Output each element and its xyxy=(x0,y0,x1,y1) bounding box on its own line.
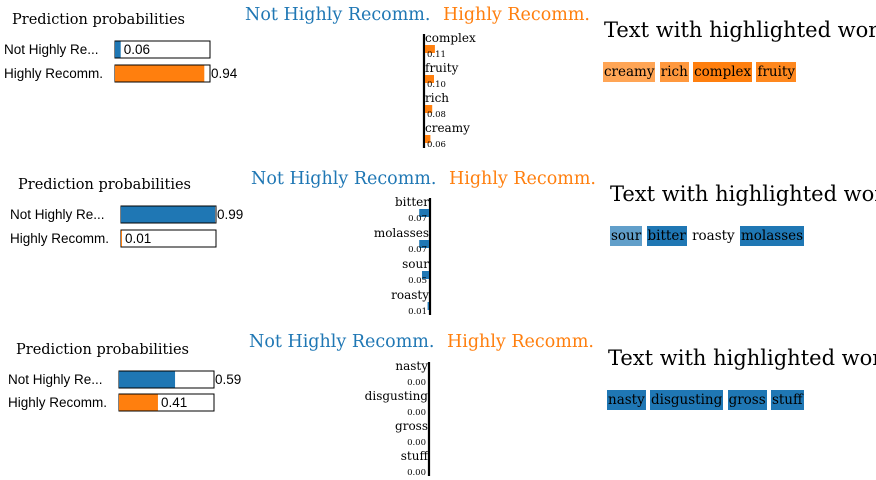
feature-value: 0.00 xyxy=(407,468,426,478)
explanation-panel-1: Prediction probabilities Not Highly Re..… xyxy=(0,0,876,160)
class-title-highly: Highly Recomm. xyxy=(447,332,594,352)
feature-value: 0.07 xyxy=(408,245,427,255)
class-title-highly: Highly Recomm. xyxy=(443,5,590,25)
feature-weights-chart: nasty0.00disgusting0.00gross0.00stuff0.0… xyxy=(365,359,431,478)
feature-name: gross xyxy=(395,419,428,433)
feature-bar xyxy=(419,240,429,248)
feature-name: roasty xyxy=(391,288,429,302)
highlighted-word: rich xyxy=(659,62,689,82)
prediction-probabilities-chart: Not Highly Re... 0.06 Highly Recomm. 0.94 xyxy=(4,40,238,83)
feature-value: 0.00 xyxy=(407,408,426,418)
feature-name: complex xyxy=(425,31,476,45)
highlighted-word: creamy xyxy=(603,62,656,82)
probability-value: 0.01 xyxy=(125,231,151,246)
probability-label: Not Highly Re... xyxy=(4,42,99,57)
feature-name: molasses xyxy=(374,226,429,240)
probability-label: Highly Recomm. xyxy=(10,231,109,246)
feature-name: fruity xyxy=(425,61,459,75)
feature-name: bitter xyxy=(395,195,429,209)
feature-bar xyxy=(427,302,429,310)
feature-name: sour xyxy=(402,257,429,271)
feature-name: nasty xyxy=(395,359,428,373)
highlighted-word: complex xyxy=(693,62,753,82)
feature-bar xyxy=(425,45,435,53)
probability-label: Not Highly Re... xyxy=(10,207,105,222)
highlighted-word: nasty xyxy=(607,390,646,410)
class-title-highly: Highly Recomm. xyxy=(449,169,596,189)
class-title-not-highly: Not Highly Recomm. xyxy=(249,332,435,352)
prediction-probabilities-title: Prediction probabilities xyxy=(18,177,192,193)
probability-label: Not Highly Re... xyxy=(8,372,103,387)
probability-bar xyxy=(115,41,121,58)
feature-value: 0.08 xyxy=(427,110,446,120)
prediction-probabilities-chart: Not Highly Re... 0.99 Highly Recomm. 0.01 xyxy=(10,205,243,248)
highlighted-word: gross xyxy=(727,390,767,410)
highlighted-word: stuff xyxy=(770,390,804,410)
feature-bar xyxy=(425,105,433,113)
feature-value: 0.10 xyxy=(427,80,446,90)
feature-name: disgusting xyxy=(365,389,429,403)
prediction-probabilities-chart: Not Highly Re... 0.59 Highly Recomm. 0.41 xyxy=(8,370,241,412)
probability-bar xyxy=(119,394,158,411)
feature-value: 0.11 xyxy=(427,50,446,60)
feature-name: rich xyxy=(425,91,449,105)
highlighted-text-title: Text with highlighted words xyxy=(604,18,876,42)
feature-value: 0.07 xyxy=(408,214,427,224)
highlighted-text: sour bitter roasty molasses xyxy=(610,226,805,246)
feature-value: 0.01 xyxy=(408,307,427,317)
explanation-panel-2: Prediction probabilities Not Highly Re..… xyxy=(0,160,876,320)
highlighted-word: sour xyxy=(610,226,643,246)
feature-bar xyxy=(422,271,429,279)
probability-bar xyxy=(119,371,176,388)
highlighted-text: nasty disgusting gross stuff xyxy=(607,390,804,410)
highlighted-word: bitter xyxy=(646,226,687,246)
feature-value: 0.00 xyxy=(407,378,426,388)
explanation-panel-3: Prediction probabilities Not Highly Re..… xyxy=(0,320,876,480)
feature-name: creamy xyxy=(425,121,470,135)
feature-weights-chart: bitter 0.07 molasses 0.07 sour 0.05 roasty 0.01 xyxy=(374,195,432,317)
highlighted-word: molasses xyxy=(739,226,805,246)
class-title-not-highly: Not Highly Recomm. xyxy=(245,5,431,25)
feature-name: stuff xyxy=(401,449,430,463)
probability-value: 0.41 xyxy=(161,395,187,410)
feature-value: 0.05 xyxy=(408,276,427,286)
feature-bar xyxy=(425,135,431,143)
highlighted-word: fruity xyxy=(756,62,796,82)
feature-bar xyxy=(419,209,429,217)
highlighted-word: disgusting xyxy=(650,390,724,410)
highlighted-text-title: Text with highlighted words xyxy=(610,182,876,206)
feature-value: 0.00 xyxy=(407,438,426,448)
probability-label: Highly Recomm. xyxy=(4,66,103,81)
highlighted-text-title: Text with highlighted words xyxy=(608,346,876,370)
highlighted-word: roasty xyxy=(692,228,735,244)
probability-value: 0.94 xyxy=(211,66,238,81)
probability-label: Highly Recomm. xyxy=(8,395,107,410)
probability-value: 0.99 xyxy=(217,207,243,222)
feature-value: 0.06 xyxy=(427,140,446,150)
probability-bar xyxy=(121,230,122,247)
highlighted-text: creamy rich complex fruity xyxy=(603,62,796,82)
prediction-probabilities-title: Prediction probabilities xyxy=(16,342,190,358)
probability-value: 0.06 xyxy=(124,42,150,57)
probability-value: 0.59 xyxy=(215,372,241,387)
prediction-probabilities-title: Prediction probabilities xyxy=(12,12,186,28)
probability-bar xyxy=(115,65,205,82)
feature-bar xyxy=(425,75,434,83)
probability-bar xyxy=(121,206,216,223)
class-title-not-highly: Not Highly Recomm. xyxy=(251,169,437,189)
